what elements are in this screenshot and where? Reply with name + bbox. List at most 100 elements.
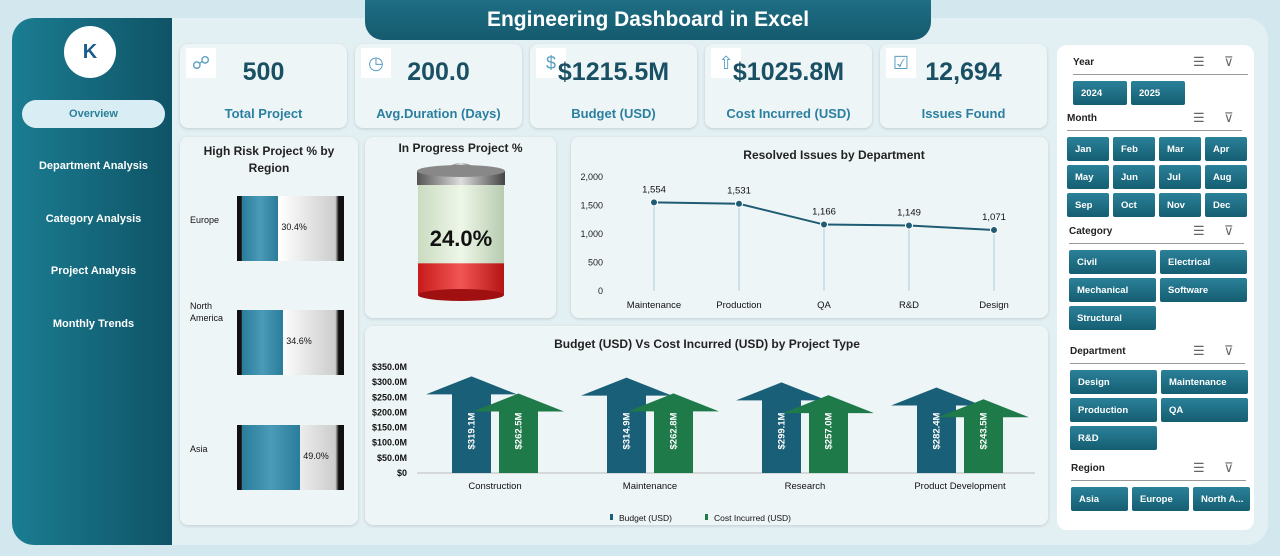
nav-monthly-trends[interactable]: Monthly Trends	[52, 318, 135, 330]
bar-arrow	[426, 376, 517, 473]
y-tick-label: $250.0M	[372, 392, 407, 402]
clear-filter-icon[interactable]: ⊽	[1224, 460, 1234, 475]
slicer-button-structural[interactable]: Structural	[1069, 306, 1156, 330]
slicer-button-jul[interactable]: Jul	[1159, 165, 1201, 189]
divider	[1069, 243, 1244, 244]
in-progress-title: In Progress Project %	[398, 141, 523, 155]
slicer-button-production[interactable]: Production	[1070, 398, 1157, 422]
clear-filter-icon[interactable]: ⊽	[1224, 54, 1234, 69]
slicer-button-civil[interactable]: Civil	[1069, 250, 1156, 274]
slicer-button-feb[interactable]: Feb	[1113, 137, 1155, 161]
slicer-button-aug[interactable]: Aug	[1205, 165, 1247, 189]
divider	[1070, 363, 1245, 364]
slicer-button-2025[interactable]: 2025	[1131, 81, 1185, 105]
legend-label: Cost Incurred (USD)	[714, 513, 791, 523]
legend-swatch	[705, 514, 708, 520]
slicer-button-sep[interactable]: Sep	[1067, 193, 1109, 217]
kpi-value: 200.0	[407, 58, 470, 86]
data-label: 1,166	[812, 207, 836, 218]
slicer-button-asia[interactable]: Asia	[1071, 487, 1128, 511]
slicer-title: Region	[1071, 463, 1105, 474]
risk-bar-fill	[242, 425, 300, 490]
legend-label: Budget (USD)	[619, 513, 672, 523]
nav-project-analysis[interactable]: Project Analysis	[50, 265, 137, 277]
bar-arrow	[581, 377, 672, 473]
nav-department-analysis[interactable]: Department Analysis	[38, 160, 149, 172]
x-tick-label: Maintenance	[627, 300, 681, 311]
people-network-icon: ☍	[186, 48, 216, 78]
risk-value: 34.6%	[286, 336, 312, 346]
bar-value-label: $243.5M	[979, 412, 990, 449]
risk-bar: 49.0%	[237, 425, 344, 490]
slicer-button-r-d[interactable]: R&D	[1070, 426, 1157, 450]
x-tick-label: QA	[817, 300, 831, 311]
clear-filter-icon[interactable]: ⊽	[1224, 223, 1234, 238]
bar-value-label: $262.5M	[514, 412, 525, 449]
slicer-title: Department	[1070, 346, 1126, 357]
kpi-label: Cost Incurred (USD)	[726, 106, 851, 121]
slicer-button-nov[interactable]: Nov	[1159, 193, 1201, 217]
x-tick-label: Maintenance	[623, 481, 677, 492]
slicer-button-software[interactable]: Software	[1160, 278, 1247, 302]
y-tick-label: 1,500	[580, 201, 603, 211]
bar-arrow	[783, 395, 874, 473]
kpi-label: Avg.Duration (Days)	[376, 106, 501, 121]
slicer-button-oct[interactable]: Oct	[1113, 193, 1155, 217]
clear-filter-icon[interactable]: ⊽	[1224, 343, 1234, 358]
slicer-button-maintenance[interactable]: Maintenance	[1161, 370, 1248, 394]
slicer-button-design[interactable]: Design	[1070, 370, 1157, 394]
slicer-button-electrical[interactable]: Electrical	[1160, 250, 1247, 274]
in-progress-card: In Progress Project % 24.0%	[365, 137, 556, 318]
slicer-button-dec[interactable]: Dec	[1205, 193, 1247, 217]
y-tick-label: $150.0M	[372, 423, 407, 433]
bar-value-label: $314.9M	[622, 412, 633, 449]
x-tick-label: Design	[979, 300, 1009, 311]
bar-arrow	[736, 382, 827, 473]
multi-select-icon[interactable]: ☰	[1193, 460, 1205, 475]
slicer-button-jan[interactable]: Jan	[1067, 137, 1109, 161]
data-point	[820, 220, 828, 229]
slicer-button-jun[interactable]: Jun	[1113, 165, 1155, 189]
y-tick-label: $100.0M	[372, 438, 407, 448]
slicer-button-may[interactable]: May	[1067, 165, 1109, 189]
budget-cost-chart: Budget (USD) Vs Cost Incurred (USD) by P…	[372, 337, 1035, 523]
kpi-value: $1025.8M	[732, 58, 845, 86]
cost-growth-icon: ⇧	[711, 48, 741, 78]
kpi-card: ◷ 200.0 Avg.Duration (Days)	[355, 44, 522, 128]
clear-filter-icon[interactable]: ⊽	[1224, 110, 1234, 125]
slicer-button-2024[interactable]: 2024	[1073, 81, 1127, 105]
slicer-button-north-a-[interactable]: North A...	[1193, 487, 1250, 511]
y-tick-label: $200.0M	[372, 407, 407, 417]
divider	[1073, 74, 1248, 75]
multi-select-icon[interactable]: ☰	[1193, 223, 1205, 238]
slicer-button-mechanical[interactable]: Mechanical	[1069, 278, 1156, 302]
bar-value-label: $262.8M	[669, 412, 680, 449]
bar-chart-title: Budget (USD) Vs Cost Incurred (USD) by P…	[554, 337, 860, 351]
multi-select-icon[interactable]: ☰	[1193, 343, 1205, 358]
slicer-button-europe[interactable]: Europe	[1132, 487, 1189, 511]
data-point	[735, 199, 743, 208]
region-label: Asia	[190, 444, 208, 454]
x-tick-label: Product Development	[914, 481, 1006, 492]
slicer-title: Month	[1067, 113, 1097, 124]
multi-select-icon[interactable]: ☰	[1193, 110, 1205, 125]
logo-mark: K	[82, 40, 98, 63]
nav-overview[interactable]: Overview	[22, 100, 165, 128]
slicer-button-mar[interactable]: Mar	[1159, 137, 1201, 161]
bar-value-label: $299.1M	[777, 412, 788, 449]
slicer-button-qa[interactable]: QA	[1161, 398, 1248, 422]
y-tick-label: 1,000	[580, 229, 603, 239]
legend-swatch	[610, 514, 613, 520]
bar-arrow	[628, 393, 719, 473]
multi-select-icon[interactable]: ☰	[1193, 54, 1205, 69]
bar-arrow	[473, 393, 564, 473]
slicer-button-apr[interactable]: Apr	[1205, 137, 1247, 161]
region-label: Europe	[190, 215, 220, 225]
risk-bar: 34.6%	[237, 310, 344, 375]
data-label: 1,071	[982, 212, 1006, 223]
nav-category-analysis[interactable]: Category Analysis	[45, 213, 142, 225]
y-tick-label: $300.0M	[372, 377, 407, 387]
slicer-title: Year	[1073, 57, 1095, 68]
bar-value-label: $257.0M	[824, 412, 835, 449]
kpi-card: $ $1215.5M Budget (USD)	[530, 44, 697, 128]
